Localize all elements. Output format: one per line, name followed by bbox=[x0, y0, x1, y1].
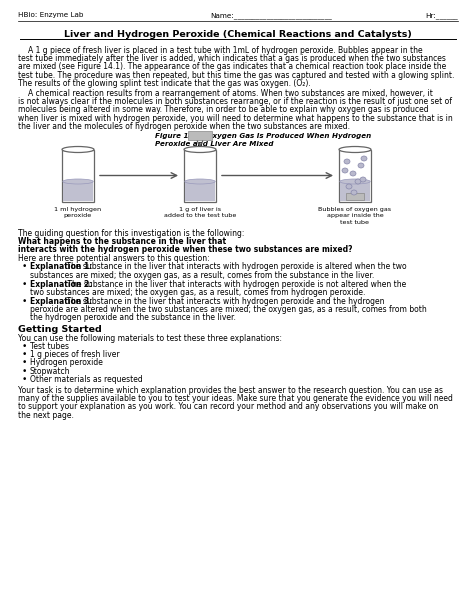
Text: The substance in the liver that interacts with hydrogen peroxide is altered when: The substance in the liver that interact… bbox=[64, 262, 407, 272]
Text: •: • bbox=[22, 375, 27, 384]
Ellipse shape bbox=[184, 147, 216, 153]
Text: Getting Started: Getting Started bbox=[18, 325, 102, 333]
Text: substances are mixed; the oxygen gas, as a result, comes from the substance in t: substances are mixed; the oxygen gas, as… bbox=[30, 270, 374, 280]
Ellipse shape bbox=[339, 147, 371, 153]
Ellipse shape bbox=[340, 179, 370, 184]
Ellipse shape bbox=[350, 171, 356, 176]
Bar bbox=[63, 182, 93, 200]
Text: when liver is mixed with hydrogen peroxide, you will need to determine what happ: when liver is mixed with hydrogen peroxi… bbox=[18, 113, 453, 123]
Text: test tube: test tube bbox=[340, 219, 370, 224]
Ellipse shape bbox=[63, 179, 93, 184]
Text: 1 g pieces of fresh liver: 1 g pieces of fresh liver bbox=[30, 350, 119, 359]
Ellipse shape bbox=[344, 159, 350, 164]
Bar bbox=[185, 182, 215, 200]
Ellipse shape bbox=[360, 177, 366, 182]
Text: Hydrogen peroxide: Hydrogen peroxide bbox=[30, 359, 103, 368]
Text: •: • bbox=[22, 262, 27, 272]
Text: The substance in the liver that interacts with hydrogen peroxide is not altered : The substance in the liver that interact… bbox=[65, 280, 406, 289]
Text: appear inside the: appear inside the bbox=[327, 213, 383, 218]
Text: What happens to the substance in the liver that: What happens to the substance in the liv… bbox=[18, 237, 226, 246]
Text: The results of the glowing splint test indicate that the gas was oxygen. (O₂).: The results of the glowing splint test i… bbox=[18, 79, 311, 88]
Ellipse shape bbox=[358, 163, 364, 168]
Ellipse shape bbox=[355, 179, 361, 184]
Text: •: • bbox=[22, 367, 27, 376]
Text: Other materials as requested: Other materials as requested bbox=[30, 375, 143, 384]
Ellipse shape bbox=[62, 147, 94, 153]
Text: molecules being altered in some way. Therefore, in order to be able to explain w: molecules being altered in some way. The… bbox=[18, 105, 428, 115]
Text: Explanation 3:: Explanation 3: bbox=[30, 297, 92, 306]
Text: A 1 g piece of fresh liver is placed in a test tube with 1mL of hydrogen peroxid: A 1 g piece of fresh liver is placed in … bbox=[28, 46, 423, 55]
Text: Hr:______: Hr:______ bbox=[425, 12, 458, 19]
Text: •: • bbox=[22, 297, 27, 306]
Text: test tube immediately after the liver is added, which indicates that a gas is pr: test tube immediately after the liver is… bbox=[18, 54, 446, 63]
Text: Test tubes: Test tubes bbox=[30, 342, 69, 351]
Bar bbox=[340, 182, 370, 200]
Text: Liver and Hydrogen Peroxide (Chemical Reactions and Catalysts): Liver and Hydrogen Peroxide (Chemical Re… bbox=[64, 30, 412, 39]
Ellipse shape bbox=[342, 168, 348, 173]
Text: test tube. The procedure was then repeated, but this time the gas was captured a: test tube. The procedure was then repeat… bbox=[18, 70, 455, 80]
Text: many of the supplies available to you to test your ideas. Make sure that you gen: many of the supplies available to you to… bbox=[18, 394, 453, 403]
Text: peroxide are altered when the two substances are mixed; the oxygen gas, as a res: peroxide are altered when the two substa… bbox=[30, 305, 427, 314]
Ellipse shape bbox=[351, 190, 357, 195]
Bar bbox=[346, 192, 364, 199]
Bar bbox=[62, 150, 94, 202]
Text: Here are three potential answers to this question:: Here are three potential answers to this… bbox=[18, 254, 210, 263]
Ellipse shape bbox=[361, 156, 367, 161]
Text: 1 g of liver is: 1 g of liver is bbox=[179, 207, 221, 211]
Text: •: • bbox=[22, 342, 27, 351]
Text: Your task is to determine which explanation provides the best answer to the rese: Your task is to determine which explanat… bbox=[18, 386, 443, 395]
Text: the liver and the molecules of hydrogen peroxide when the two substances are mix: the liver and the molecules of hydrogen … bbox=[18, 122, 350, 131]
Text: added to the test tube: added to the test tube bbox=[164, 213, 236, 218]
Text: Figure 14.1. Oxygen Gas Is Produced When Hydrogen: Figure 14.1. Oxygen Gas Is Produced When… bbox=[155, 133, 371, 139]
Text: two substances are mixed; the oxygen gas, as a result, comes from hydrogen perox: two substances are mixed; the oxygen gas… bbox=[30, 288, 365, 297]
Text: Explanation 2:: Explanation 2: bbox=[30, 280, 92, 289]
Text: •: • bbox=[22, 350, 27, 359]
Text: are mixed (see Figure 14.1). The appearance of the gas indicates that a chemical: are mixed (see Figure 14.1). The appeara… bbox=[18, 63, 446, 71]
Text: Bubbles of oxygen gas: Bubbles of oxygen gas bbox=[319, 207, 392, 211]
Text: HBio: Enzyme Lab: HBio: Enzyme Lab bbox=[18, 12, 83, 18]
Bar bbox=[339, 150, 371, 202]
Text: Peroxide and Liver Are Mixed: Peroxide and Liver Are Mixed bbox=[155, 140, 273, 147]
Ellipse shape bbox=[346, 184, 352, 189]
Text: •: • bbox=[22, 359, 27, 368]
Text: Name:___________________________: Name:___________________________ bbox=[210, 12, 332, 19]
Text: The guiding question for this investigation is the following:: The guiding question for this investigat… bbox=[18, 229, 247, 237]
Text: the hydrogen peroxide and the substance in the liver.: the hydrogen peroxide and the substance … bbox=[30, 313, 236, 322]
Text: •: • bbox=[22, 280, 27, 289]
Text: interacts with the hydrogen peroxide when these two substances are mixed?: interacts with the hydrogen peroxide whe… bbox=[18, 245, 353, 254]
Text: Stopwatch: Stopwatch bbox=[30, 367, 71, 376]
Bar bbox=[184, 150, 216, 202]
Text: peroxide: peroxide bbox=[64, 213, 92, 218]
Text: to support your explanation as you work. You can record your method and any obse: to support your explanation as you work.… bbox=[18, 403, 438, 411]
Bar bbox=[188, 131, 212, 140]
Text: A chemical reaction results from a rearrangement of atoms. When two substances a: A chemical reaction results from a rearr… bbox=[28, 89, 433, 98]
Ellipse shape bbox=[185, 179, 215, 184]
Text: The substance in the liver that interacts with hydrogen peroxide and the hydroge: The substance in the liver that interact… bbox=[64, 297, 384, 306]
Text: Explanation 1:: Explanation 1: bbox=[30, 262, 92, 272]
Text: the next page.: the next page. bbox=[18, 411, 74, 420]
Text: You can use the following materials to test these three explanations:: You can use the following materials to t… bbox=[18, 334, 282, 343]
Text: is not always clear if the molecules in both substances rearrange, or if the rea: is not always clear if the molecules in … bbox=[18, 97, 452, 106]
Text: 1 ml hydrogen: 1 ml hydrogen bbox=[55, 207, 101, 211]
